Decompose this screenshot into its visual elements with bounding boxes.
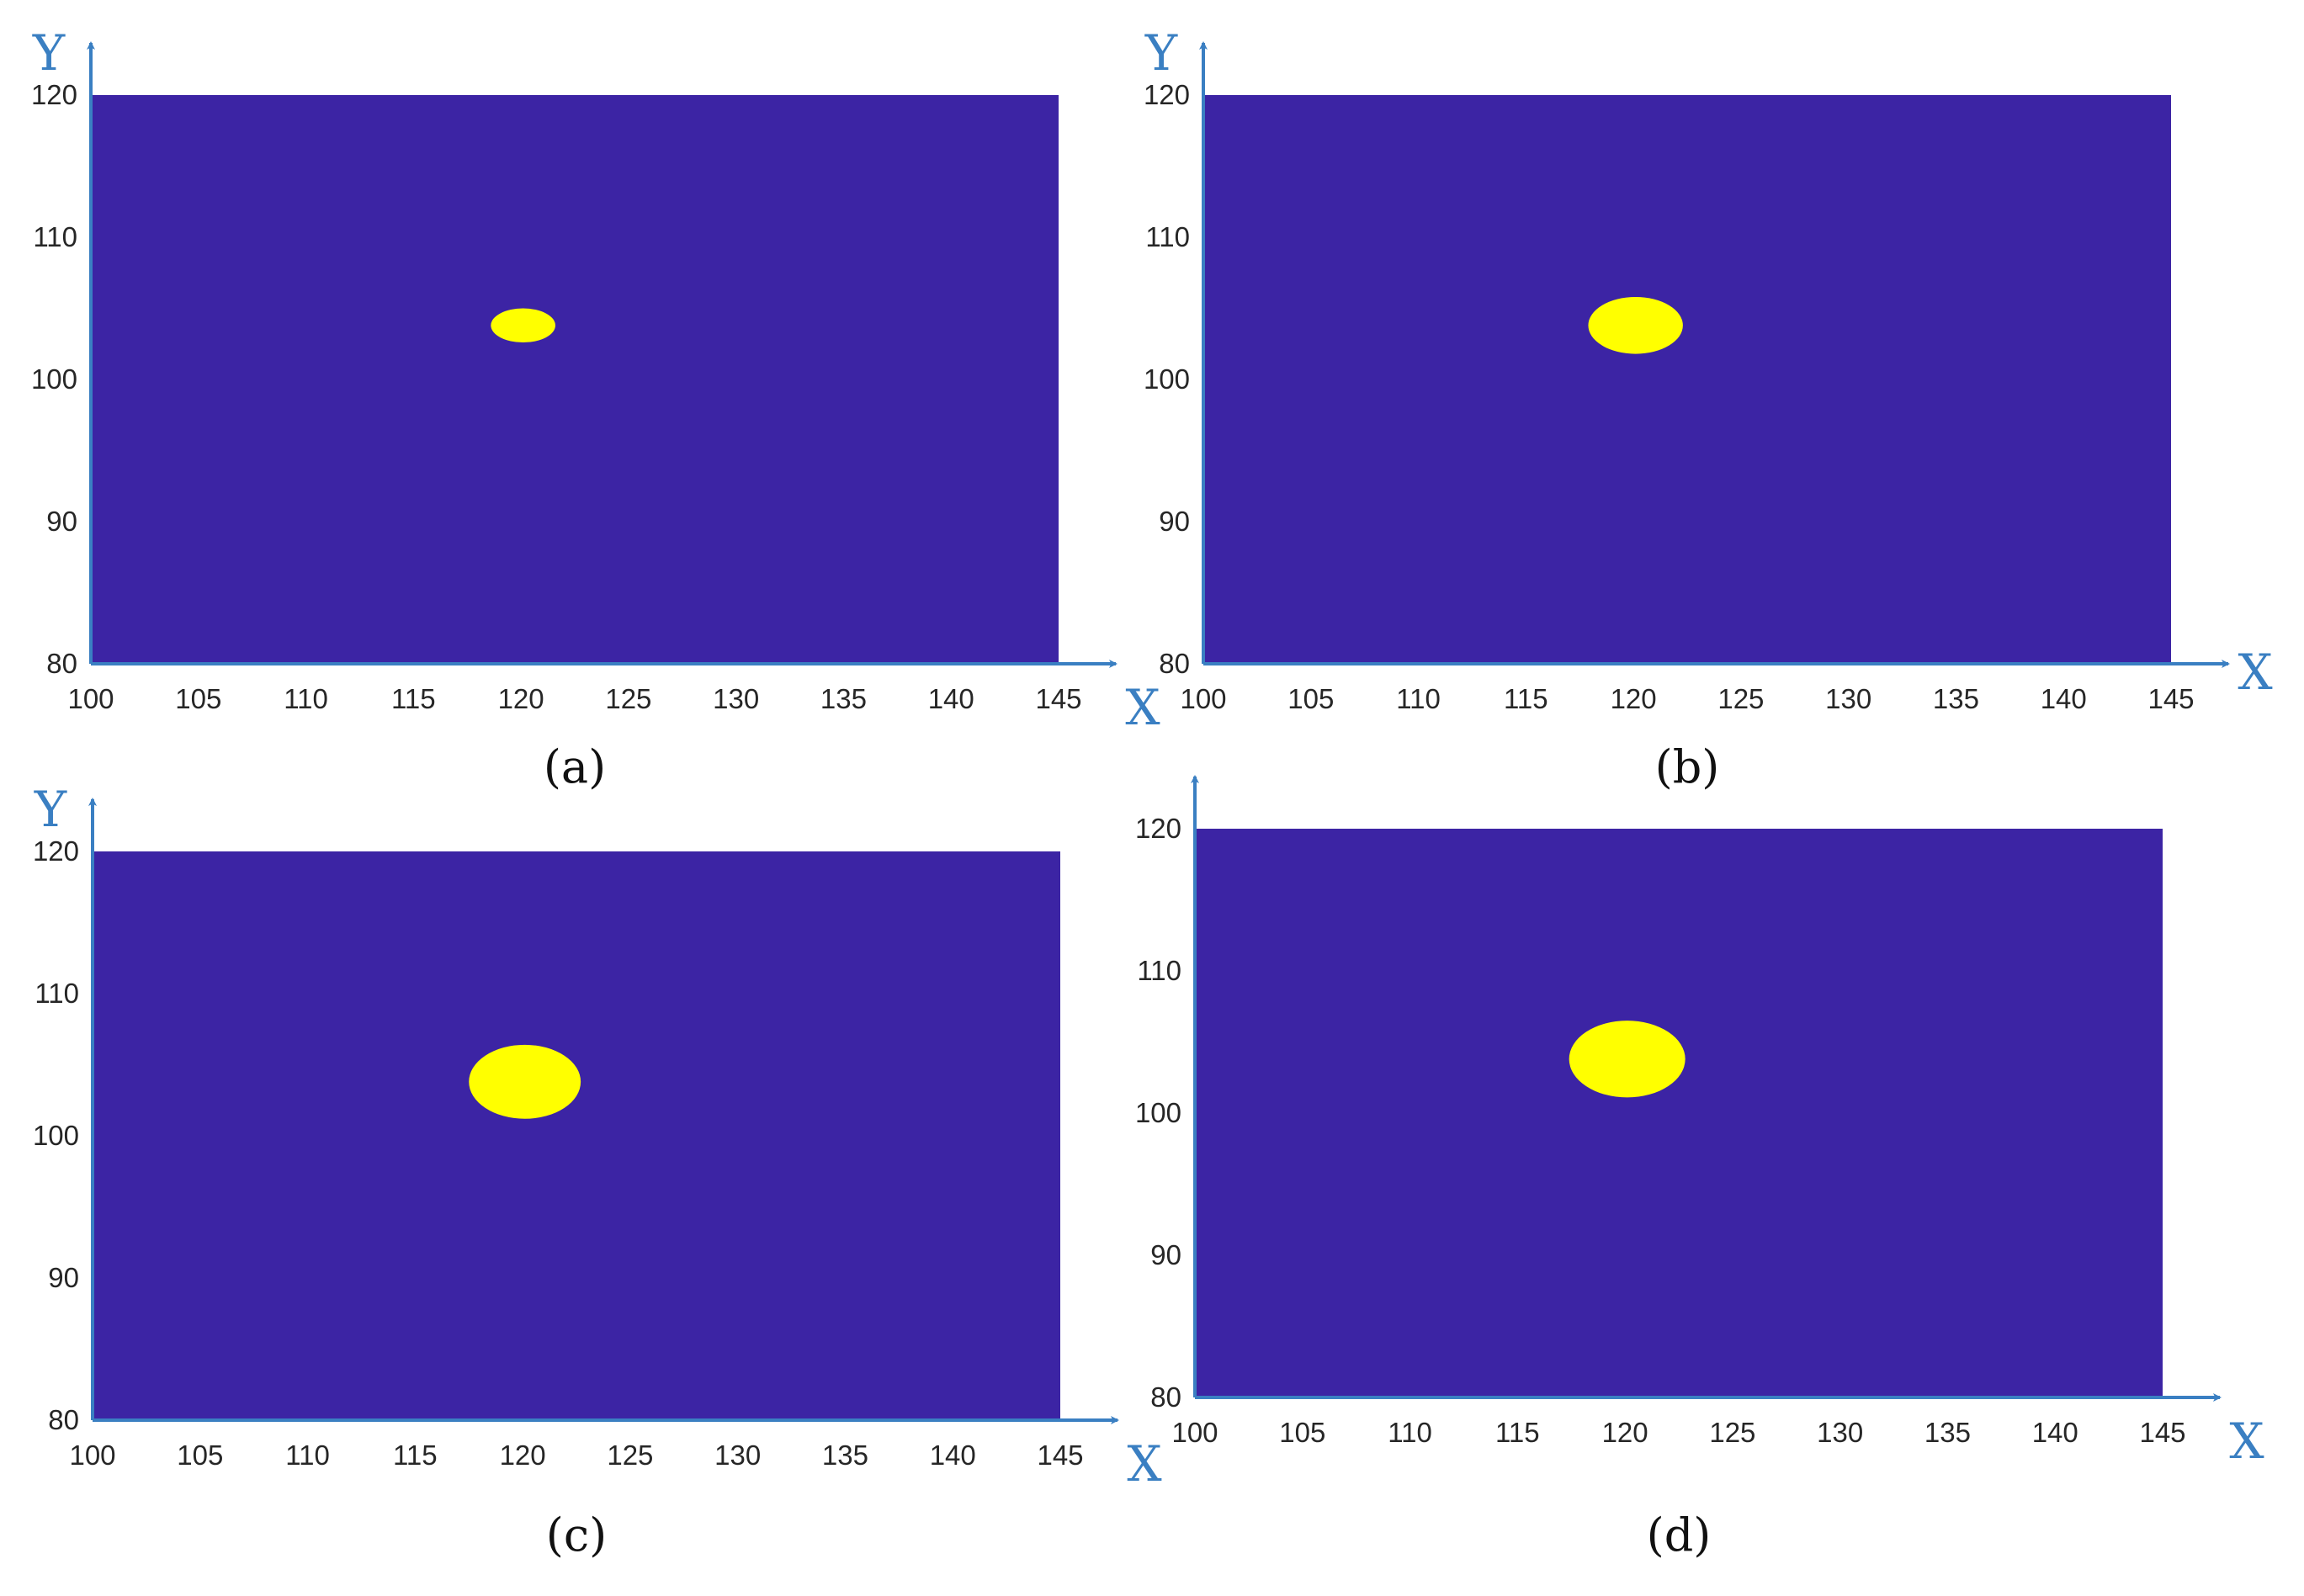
- x-tick-label: 120: [1602, 1417, 1648, 1448]
- y-tick-label: 80: [1150, 1381, 1181, 1413]
- x-tick-label: 115: [393, 1440, 438, 1471]
- x-axis-label: X: [2229, 1413, 2264, 1470]
- panel-caption: (d): [1647, 1509, 1712, 1562]
- x-tick-label: 115: [391, 683, 436, 714]
- x-tick-label: 135: [822, 1440, 868, 1471]
- hotspot-region: [1569, 1021, 1686, 1098]
- x-tick-label: 130: [1825, 683, 1871, 714]
- x-tick-label: 145: [2139, 1417, 2185, 1448]
- x-tick-label: 105: [175, 683, 221, 714]
- x-tick-label: 130: [714, 1440, 761, 1471]
- x-tick-label: 125: [605, 683, 651, 714]
- hotspot-region: [491, 308, 556, 343]
- panel-0: 100 105 110 115 120 125 130 135 140 145 80 90 100 110…: [31, 24, 1160, 793]
- x-axis-label: X: [2238, 644, 2273, 701]
- y-tick-label: 90: [46, 506, 77, 537]
- y-tick-label: 80: [48, 1404, 79, 1435]
- y-tick-label: 80: [1159, 648, 1190, 679]
- y-tick-label: 100: [1135, 1097, 1181, 1128]
- y-tick-label: 120: [1135, 813, 1181, 844]
- x-tick-label: 130: [1817, 1417, 1863, 1448]
- x-tick-label: 125: [1709, 1417, 1755, 1448]
- panel-3: 100 105 110 115 120 125 130 135 140 145 80 90 100 110…: [1135, 775, 2264, 1562]
- panel-caption: (a): [544, 740, 606, 793]
- y-tick-label: 80: [46, 648, 77, 679]
- field-region: [91, 95, 1059, 664]
- y-tick-label: 90: [1150, 1239, 1181, 1270]
- x-tick-label: 100: [67, 683, 114, 714]
- x-tick-label: 135: [820, 683, 867, 714]
- x-tick-label: 135: [1933, 683, 1979, 714]
- y-axis-label: Y: [34, 781, 67, 838]
- x-tick-label: 105: [177, 1440, 223, 1471]
- x-tick-label: 140: [2032, 1417, 2078, 1448]
- x-axis-label: X: [1127, 1435, 1162, 1493]
- x-tick-label: 115: [1495, 1417, 1540, 1448]
- y-tick-label: 110: [35, 978, 79, 1009]
- x-tick-label: 100: [1180, 683, 1226, 714]
- panel-2: 100 105 110 115 120 125 130 135 140 145 80 90 100 110…: [33, 781, 1162, 1562]
- x-tick-label: 110: [284, 683, 328, 714]
- x-tick-label: 125: [607, 1440, 653, 1471]
- x-tick-label: 125: [1717, 683, 1764, 714]
- y-tick-label: 120: [33, 835, 79, 867]
- y-tick-label: 120: [1144, 79, 1190, 110]
- panel-caption: (c): [546, 1509, 607, 1562]
- hotspot-region: [1588, 296, 1683, 354]
- field-region: [1195, 829, 2163, 1397]
- panel-1: 100 105 110 115 120 125 130 135 140 145 80 90 100 110…: [1144, 24, 2273, 793]
- x-tick-label: 120: [498, 683, 544, 714]
- x-tick-label: 110: [285, 1440, 330, 1471]
- x-tick-label: 145: [1035, 683, 1081, 714]
- y-tick-label: 100: [33, 1120, 79, 1151]
- y-axis-label: Y: [1144, 24, 1178, 82]
- x-tick-label: 145: [1037, 1440, 1083, 1471]
- x-tick-label: 140: [2041, 683, 2087, 714]
- x-tick-label: 105: [1287, 683, 1334, 714]
- x-tick-label: 120: [1611, 683, 1657, 714]
- x-tick-label: 130: [713, 683, 759, 714]
- x-axis-label: X: [1125, 679, 1160, 736]
- x-tick-label: 110: [1396, 683, 1441, 714]
- x-tick-label: 135: [1924, 1417, 1971, 1448]
- x-tick-label: 140: [928, 683, 974, 714]
- x-tick-label: 100: [1171, 1417, 1218, 1448]
- hotspot-region: [469, 1044, 581, 1119]
- x-tick-label: 100: [69, 1440, 115, 1471]
- y-tick-label: 100: [31, 363, 77, 395]
- x-tick-label: 120: [500, 1440, 546, 1471]
- y-axis-label: Y: [32, 24, 66, 82]
- panel-caption: (b): [1655, 740, 1720, 793]
- y-tick-label: 110: [33, 221, 77, 252]
- x-tick-label: 145: [2147, 683, 2194, 714]
- x-tick-label: 140: [930, 1440, 976, 1471]
- x-tick-label: 105: [1279, 1417, 1325, 1448]
- field-region: [93, 851, 1060, 1420]
- y-tick-label: 110: [1145, 221, 1190, 252]
- y-tick-label: 100: [1144, 363, 1190, 395]
- y-tick-label: 90: [1159, 506, 1190, 537]
- x-tick-label: 115: [1504, 683, 1548, 714]
- y-tick-label: 120: [31, 79, 77, 110]
- y-tick-label: 90: [48, 1262, 79, 1293]
- x-tick-label: 110: [1388, 1417, 1432, 1448]
- field-region: [1203, 95, 2171, 664]
- y-tick-label: 110: [1137, 955, 1181, 986]
